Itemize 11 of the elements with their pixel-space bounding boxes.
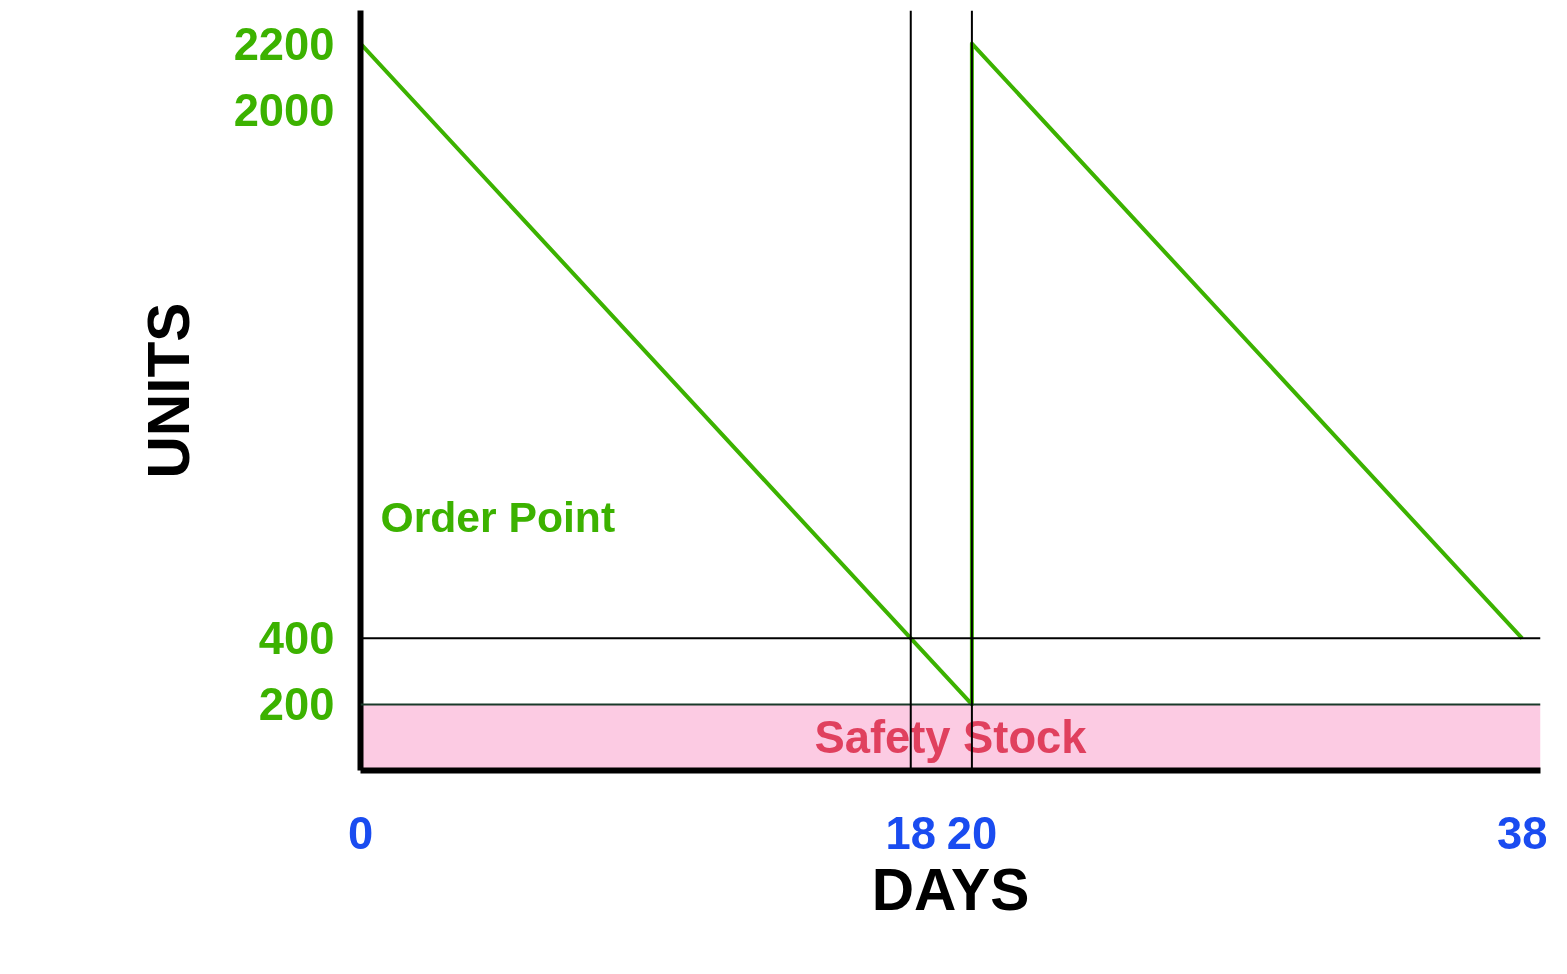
x-tick-label: 38: [1496, 807, 1548, 859]
y-tick-label: 400: [258, 613, 335, 665]
y-tick-label: 2000: [233, 84, 335, 136]
x-axis-title: DAYS: [871, 856, 1030, 922]
x-tick-label: 20: [946, 807, 998, 859]
y-tick-label: 200: [258, 679, 335, 731]
y-axis-title: UNITS: [135, 302, 201, 479]
y-tick-label: 2200: [233, 18, 335, 70]
annotation: Order Point: [380, 492, 616, 541]
x-tick-label: 18: [885, 807, 936, 859]
x-tick-label: 0: [347, 807, 374, 859]
